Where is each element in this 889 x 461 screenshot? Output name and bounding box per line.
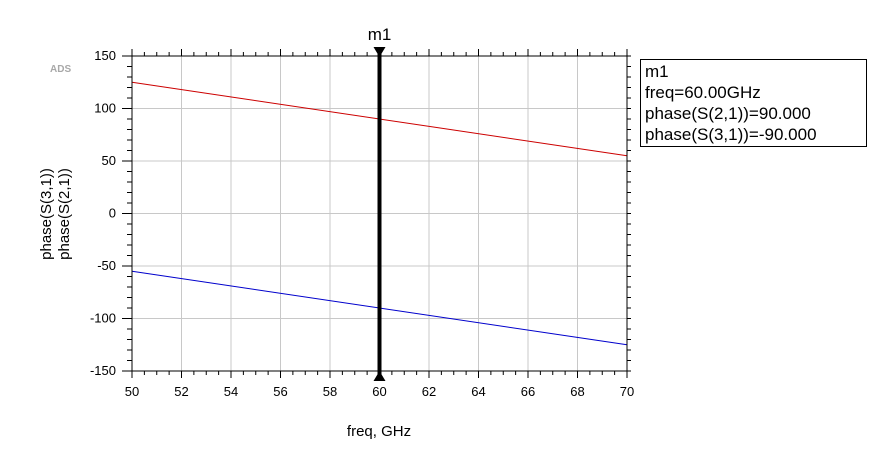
x-tick-label: 68 xyxy=(570,384,584,399)
readout-marker-name: m1 xyxy=(645,62,669,81)
x-tick-label: 60 xyxy=(372,384,386,399)
x-axis-label: freq, GHz xyxy=(347,423,411,440)
x-tick-label: 66 xyxy=(521,384,535,399)
y-tick-label: -50 xyxy=(97,258,116,273)
readout-freq: freq=60.00GHz xyxy=(645,83,761,102)
x-tick-label: 52 xyxy=(174,384,188,399)
y-tick-label: -150 xyxy=(90,363,116,378)
x-tick-labels: 50 52 54 56 58 60 62 64 66 68 70 xyxy=(125,384,634,399)
marker-bottom-triangle xyxy=(373,371,386,381)
x-tick-label: 50 xyxy=(125,384,139,399)
minor-ticks xyxy=(122,49,631,378)
readout-phase-s21: phase(S(2,1))=90.000 xyxy=(645,104,811,123)
ads-watermark: ADS xyxy=(50,64,71,75)
plot-frame xyxy=(131,55,628,372)
y-tick-label: -100 xyxy=(90,311,116,326)
y-tick-label: 100 xyxy=(94,101,116,116)
y-tick-label: 50 xyxy=(102,153,116,168)
marker-label: m1 xyxy=(368,25,392,44)
x-tick-label: 58 xyxy=(323,384,337,399)
x-tick-label: 56 xyxy=(273,384,287,399)
y-tick-label: 0 xyxy=(109,206,116,221)
marker-m1[interactable]: m1 xyxy=(368,25,392,381)
x-tick-label: 62 xyxy=(422,384,436,399)
y-axis-label-s21: phase(S(2,1)) xyxy=(56,168,73,260)
x-tick-label: 54 xyxy=(224,384,238,399)
readout-phase-s31: phase(S(3,1))=-90.000 xyxy=(645,125,817,144)
marker-top-triangle xyxy=(373,47,386,57)
y-tick-labels: -150 -100 -50 0 50 100 150 xyxy=(90,48,116,378)
x-tick-label: 64 xyxy=(471,384,485,399)
y-tick-label: 150 xyxy=(94,48,116,63)
marker-readout: m1 freq=60.00GHz phase(S(2,1))=90.000 ph… xyxy=(640,59,867,147)
y-axis-label-s31: phase(S(3,1)) xyxy=(38,168,55,260)
x-tick-label: 70 xyxy=(620,384,634,399)
